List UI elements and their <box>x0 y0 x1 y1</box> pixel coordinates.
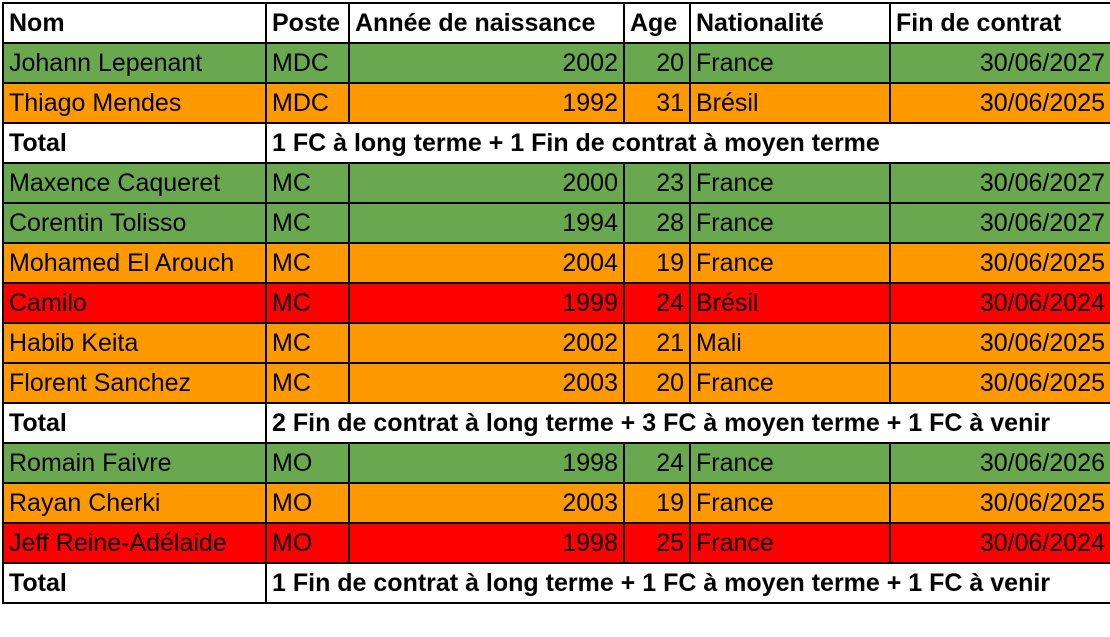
cell-fin-contrat[interactable]: 30/06/2027 <box>889 202 1110 244</box>
cell-age[interactable]: 19 <box>623 242 691 284</box>
cell-nationalite[interactable]: Brésil <box>689 282 891 324</box>
cell-nationalite[interactable]: France <box>689 202 891 244</box>
cell-nationalite[interactable]: France <box>689 362 891 404</box>
cell-annee[interactable]: 2004 <box>348 242 625 284</box>
table-row: Johann Lepenant MDC 2002 20 France 30/06/2027 <box>2 42 1110 84</box>
cell-nom[interactable]: Jeff Reine-Adélaide <box>2 522 267 564</box>
total-summary[interactable]: 1 Fin de contrat à long terme + 1 FC à m… <box>265 562 1110 604</box>
cell-nom[interactable]: Corentin Tolisso <box>2 202 267 244</box>
table-row: Florent Sanchez MC 2003 20 France 30/06/2025 <box>2 362 1110 404</box>
cell-fin-contrat[interactable]: 30/06/2025 <box>889 242 1110 284</box>
cell-poste[interactable]: MDC <box>265 42 350 84</box>
cell-age[interactable]: 28 <box>623 202 691 244</box>
cell-annee[interactable]: 1999 <box>348 282 625 324</box>
cell-age[interactable]: 19 <box>623 482 691 524</box>
cell-fin-contrat[interactable]: 30/06/2024 <box>889 522 1110 564</box>
cell-age[interactable]: 31 <box>623 82 691 124</box>
cell-nationalite[interactable]: Brésil <box>689 82 891 124</box>
cell-nom[interactable]: Camilo <box>2 282 267 324</box>
total-row: Total 2 Fin de contrat à long terme + 3 F… <box>2 402 1110 444</box>
cell-nationalite[interactable]: France <box>689 522 891 564</box>
cell-age[interactable]: 23 <box>623 162 691 204</box>
cell-annee[interactable]: 2002 <box>348 322 625 364</box>
cell-fin-contrat[interactable]: 30/06/2025 <box>889 82 1110 124</box>
cell-nationalite[interactable]: Mali <box>689 322 891 364</box>
total-row: Total 1 FC à long terme + 1 Fin de contra… <box>2 122 1110 164</box>
total-label[interactable]: Total <box>2 562 267 604</box>
cell-nationalite[interactable]: France <box>689 162 891 204</box>
cell-poste[interactable]: MO <box>265 442 350 484</box>
table-row: Maxence Caqueret MC 2000 23 France 30/06/2027 <box>2 162 1110 204</box>
cell-nationalite[interactable]: France <box>689 442 891 484</box>
cell-fin-contrat[interactable]: 30/06/2024 <box>889 282 1110 324</box>
table-row: Habib Keita MC 2002 21 Mali 30/06/2025 <box>2 322 1110 364</box>
cell-poste[interactable]: MC <box>265 282 350 324</box>
cell-poste[interactable]: MO <box>265 482 350 524</box>
cell-fin-contrat[interactable]: 30/06/2027 <box>889 162 1110 204</box>
cell-age[interactable]: 24 <box>623 282 691 324</box>
header-row: Nom Poste Année de naissance Age Nationa… <box>2 2 1110 44</box>
cell-nom[interactable]: Maxence Caqueret <box>2 162 267 204</box>
contracts-table: Nom Poste Année de naissance Age Nationa… <box>2 2 1110 604</box>
cell-poste[interactable]: MC <box>265 322 350 364</box>
header-annee[interactable]: Année de naissance <box>348 2 625 44</box>
table-row: Romain Faivre MO 1998 24 France 30/06/2026 <box>2 442 1110 484</box>
cell-annee[interactable]: 1998 <box>348 522 625 564</box>
cell-annee[interactable]: 1998 <box>348 442 625 484</box>
cell-age[interactable]: 20 <box>623 42 691 84</box>
cell-nom[interactable]: Rayan Cherki <box>2 482 267 524</box>
total-label[interactable]: Total <box>2 402 267 444</box>
cell-fin-contrat[interactable]: 30/06/2025 <box>889 482 1110 524</box>
header-nationalite[interactable]: Nationalité <box>689 2 891 44</box>
cell-age[interactable]: 21 <box>623 322 691 364</box>
cell-poste[interactable]: MC <box>265 362 350 404</box>
table-row: Mohamed El Arouch MC 2004 19 France 30/06/202… <box>2 242 1110 284</box>
cell-nom[interactable]: Romain Faivre <box>2 442 267 484</box>
header-nom[interactable]: Nom <box>2 2 267 44</box>
cell-poste[interactable]: MC <box>265 242 350 284</box>
cell-nom[interactable]: Johann Lepenant <box>2 42 267 84</box>
header-age[interactable]: Age <box>623 2 691 44</box>
cell-poste[interactable]: MDC <box>265 82 350 124</box>
cell-fin-contrat[interactable]: 30/06/2025 <box>889 362 1110 404</box>
table-row: Rayan Cherki MO 2003 19 France 30/06/2025 <box>2 482 1110 524</box>
total-label[interactable]: Total <box>2 122 267 164</box>
cell-nom[interactable]: Thiago Mendes <box>2 82 267 124</box>
header-fin-contrat[interactable]: Fin de contrat <box>889 2 1110 44</box>
table-row: Thiago Mendes MDC 1992 31 Brésil 30/06/2025 <box>2 82 1110 124</box>
cell-fin-contrat[interactable]: 30/06/2027 <box>889 42 1110 84</box>
cell-nom[interactable]: Florent Sanchez <box>2 362 267 404</box>
cell-nationalite[interactable]: France <box>689 42 891 84</box>
cell-fin-contrat[interactable]: 30/06/2025 <box>889 322 1110 364</box>
cell-nationalite[interactable]: France <box>689 242 891 284</box>
total-summary[interactable]: 2 Fin de contrat à long terme + 3 FC à m… <box>265 402 1110 444</box>
cell-annee[interactable]: 2003 <box>348 482 625 524</box>
cell-annee[interactable]: 2000 <box>348 162 625 204</box>
table-row: Camilo MC 1999 24 Brésil 30/06/2024 <box>2 282 1110 324</box>
cell-annee[interactable]: 2002 <box>348 42 625 84</box>
cell-nom[interactable]: Habib Keita <box>2 322 267 364</box>
cell-annee[interactable]: 1992 <box>348 82 625 124</box>
cell-age[interactable]: 24 <box>623 442 691 484</box>
total-row: Total 1 Fin de contrat à long terme + 1 F… <box>2 562 1110 604</box>
cell-nom[interactable]: Mohamed El Arouch <box>2 242 267 284</box>
cell-annee[interactable]: 1994 <box>348 202 625 244</box>
cell-annee[interactable]: 2003 <box>348 362 625 404</box>
header-poste[interactable]: Poste <box>265 2 350 44</box>
cell-nationalite[interactable]: France <box>689 482 891 524</box>
cell-age[interactable]: 20 <box>623 362 691 404</box>
table-row: Jeff Reine-Adélaide MO 1998 25 France 30/06/2… <box>2 522 1110 564</box>
cell-poste[interactable]: MC <box>265 162 350 204</box>
cell-poste[interactable]: MO <box>265 522 350 564</box>
cell-poste[interactable]: MC <box>265 202 350 244</box>
cell-fin-contrat[interactable]: 30/06/2026 <box>889 442 1110 484</box>
total-summary[interactable]: 1 FC à long terme + 1 Fin de contrat à m… <box>265 122 1110 164</box>
table-row: Corentin Tolisso MC 1994 28 France 30/06/2027 <box>2 202 1110 244</box>
cell-age[interactable]: 25 <box>623 522 691 564</box>
